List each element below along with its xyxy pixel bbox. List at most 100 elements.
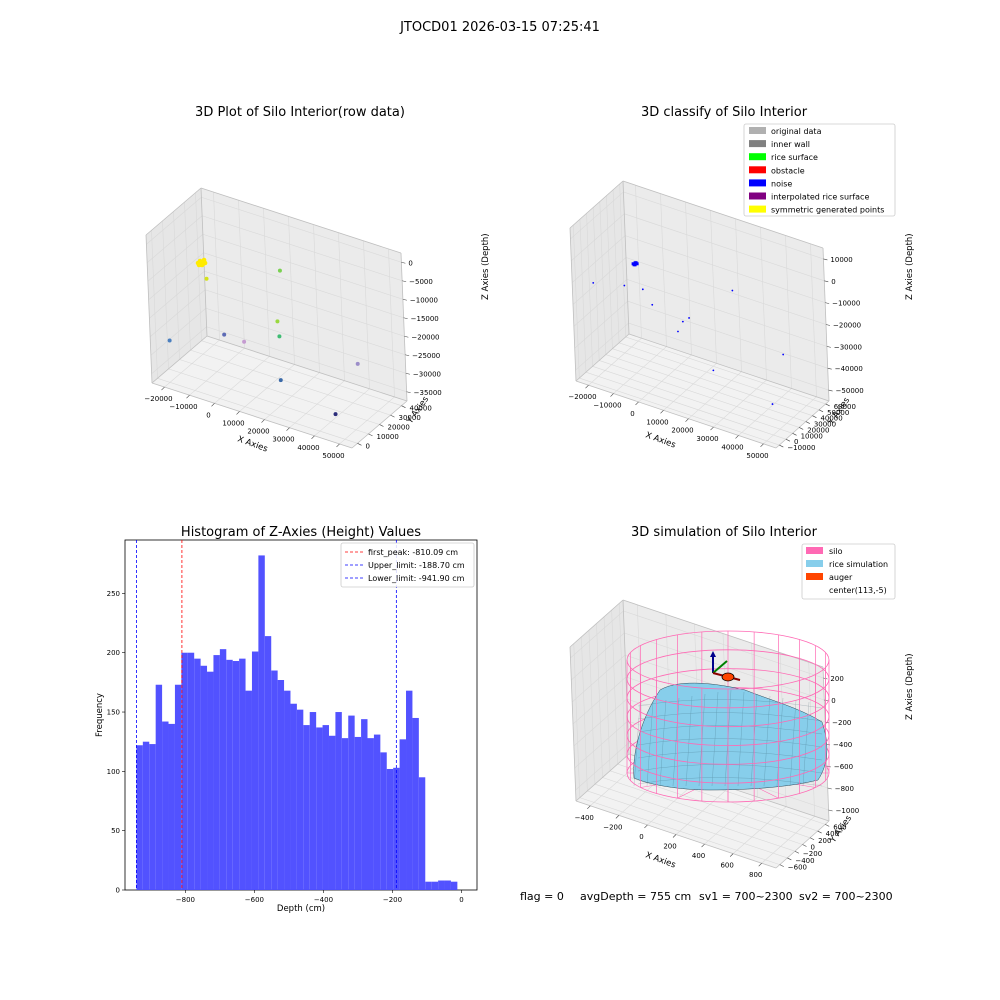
z-tick-label: −800 <box>835 785 854 793</box>
noise-point <box>771 403 774 405</box>
axis-edge <box>145 187 202 236</box>
legend-swatch <box>749 166 766 174</box>
legend-label: original data <box>771 127 822 136</box>
grid-line <box>190 349 391 416</box>
y-tick-label: 600 <box>833 823 846 831</box>
noise-point <box>651 303 654 306</box>
grid-line <box>147 234 204 282</box>
y-tick-label: −600 <box>788 864 807 872</box>
z-tick-mark <box>403 317 408 320</box>
z-tick-label: 0 <box>831 697 835 705</box>
grid-line <box>151 326 207 374</box>
z-tick-mark <box>405 372 410 375</box>
panel-histogram: Histogram of Z-Axies (Height) Values −80… <box>95 525 478 914</box>
grid-line <box>573 698 628 747</box>
status-line: flag = 0 avgDepth = 755 cm sv1 = 700~230… <box>520 890 893 903</box>
auger-axis-z-arrow <box>710 651 716 657</box>
y-tick-mark <box>812 415 817 418</box>
grid-line <box>206 326 407 393</box>
noise-point <box>592 282 595 284</box>
z-tick-label: 200 <box>830 675 843 683</box>
panel-raw-title: 3D Plot of Silo Interior(row data) <box>195 105 405 120</box>
y-tick-label: 30000 <box>814 421 836 429</box>
histogram-bar <box>348 715 355 890</box>
histogram-bar <box>438 880 445 890</box>
z-tick-mark <box>825 302 830 304</box>
rice-mesh-line <box>763 695 771 787</box>
legend-label: auger <box>829 573 853 582</box>
x-tick-mark <box>615 815 620 819</box>
axis-edge <box>622 180 630 335</box>
histogram-bar <box>245 690 252 890</box>
grid-line <box>579 377 780 446</box>
x-tick-label: −20000 <box>568 393 596 401</box>
raw-point <box>333 412 338 417</box>
grid-line <box>150 308 207 356</box>
histogram-bar <box>316 727 323 890</box>
histogram-bar <box>181 652 188 890</box>
legend-swatch <box>749 127 766 134</box>
grid-line <box>587 790 788 859</box>
histogram-bar <box>213 655 220 890</box>
back-pane <box>201 188 407 401</box>
grid-line <box>624 213 825 282</box>
grid-line <box>626 279 827 347</box>
grid-line <box>570 610 624 659</box>
grid-line <box>623 610 824 679</box>
simulation-zlabel: Z Axies (Depth) <box>905 653 915 720</box>
legend-label: rice simulation <box>829 560 888 569</box>
histogram-bar <box>367 738 374 890</box>
grid-line <box>663 363 717 411</box>
z-tick-label: 0 <box>408 259 412 267</box>
y-tick-label: −200 <box>803 850 822 858</box>
histogram-bar <box>380 752 387 890</box>
histogram-bar <box>226 659 233 890</box>
legend-label: interpolated rice surface <box>771 193 869 202</box>
y-tick-mark <box>794 850 800 854</box>
histogram-bar <box>290 703 297 890</box>
axis-edge <box>569 180 624 229</box>
histogram-bar <box>341 738 349 890</box>
y-tick-mark <box>390 414 395 418</box>
z-tick-mark <box>406 391 411 394</box>
grid-line <box>202 233 403 300</box>
grid-line <box>168 368 369 435</box>
y-tick-mark <box>368 433 373 437</box>
x-tick-label: −200 <box>383 896 402 904</box>
histogram-bar <box>258 555 265 890</box>
grid-line <box>571 235 626 283</box>
noise-point <box>712 369 715 372</box>
x-tick-mark <box>311 435 315 440</box>
x-tick-label: 0 <box>459 896 463 904</box>
simulation-legend: silo rice simulation auger center(113,-5) <box>801 543 896 600</box>
histogram-bar <box>354 736 362 890</box>
grid-line <box>202 215 403 282</box>
z-tick-mark <box>401 261 406 264</box>
panel-raw-zlabel: Z Axies (Depth) <box>481 233 491 300</box>
noise-point <box>623 284 626 287</box>
grid-line <box>201 340 402 406</box>
grid-line <box>599 360 800 428</box>
x-tick-label: 800 <box>749 871 762 879</box>
x-tick-mark <box>660 410 664 414</box>
axis-edge <box>575 333 630 382</box>
status-avg-depth: avgDepth = 755 cm <box>580 890 691 903</box>
legend-label: rice surface <box>771 153 818 162</box>
noise-point <box>677 330 679 333</box>
histogram-bars <box>136 555 458 890</box>
x-tick-label: 40000 <box>721 443 743 451</box>
x-tick-label: 200 <box>663 843 676 851</box>
rice-mesh-line <box>633 703 641 787</box>
legend-swatch <box>749 179 766 187</box>
grid-line <box>613 346 667 394</box>
grid-line <box>288 216 295 365</box>
grid-line <box>609 770 811 839</box>
axis-edge <box>628 333 830 402</box>
x-tick-mark <box>610 393 614 397</box>
z-tick-mark <box>404 335 409 338</box>
histogram-bar <box>162 721 169 890</box>
y-tick-mark <box>785 438 791 442</box>
grid-line <box>618 342 820 411</box>
